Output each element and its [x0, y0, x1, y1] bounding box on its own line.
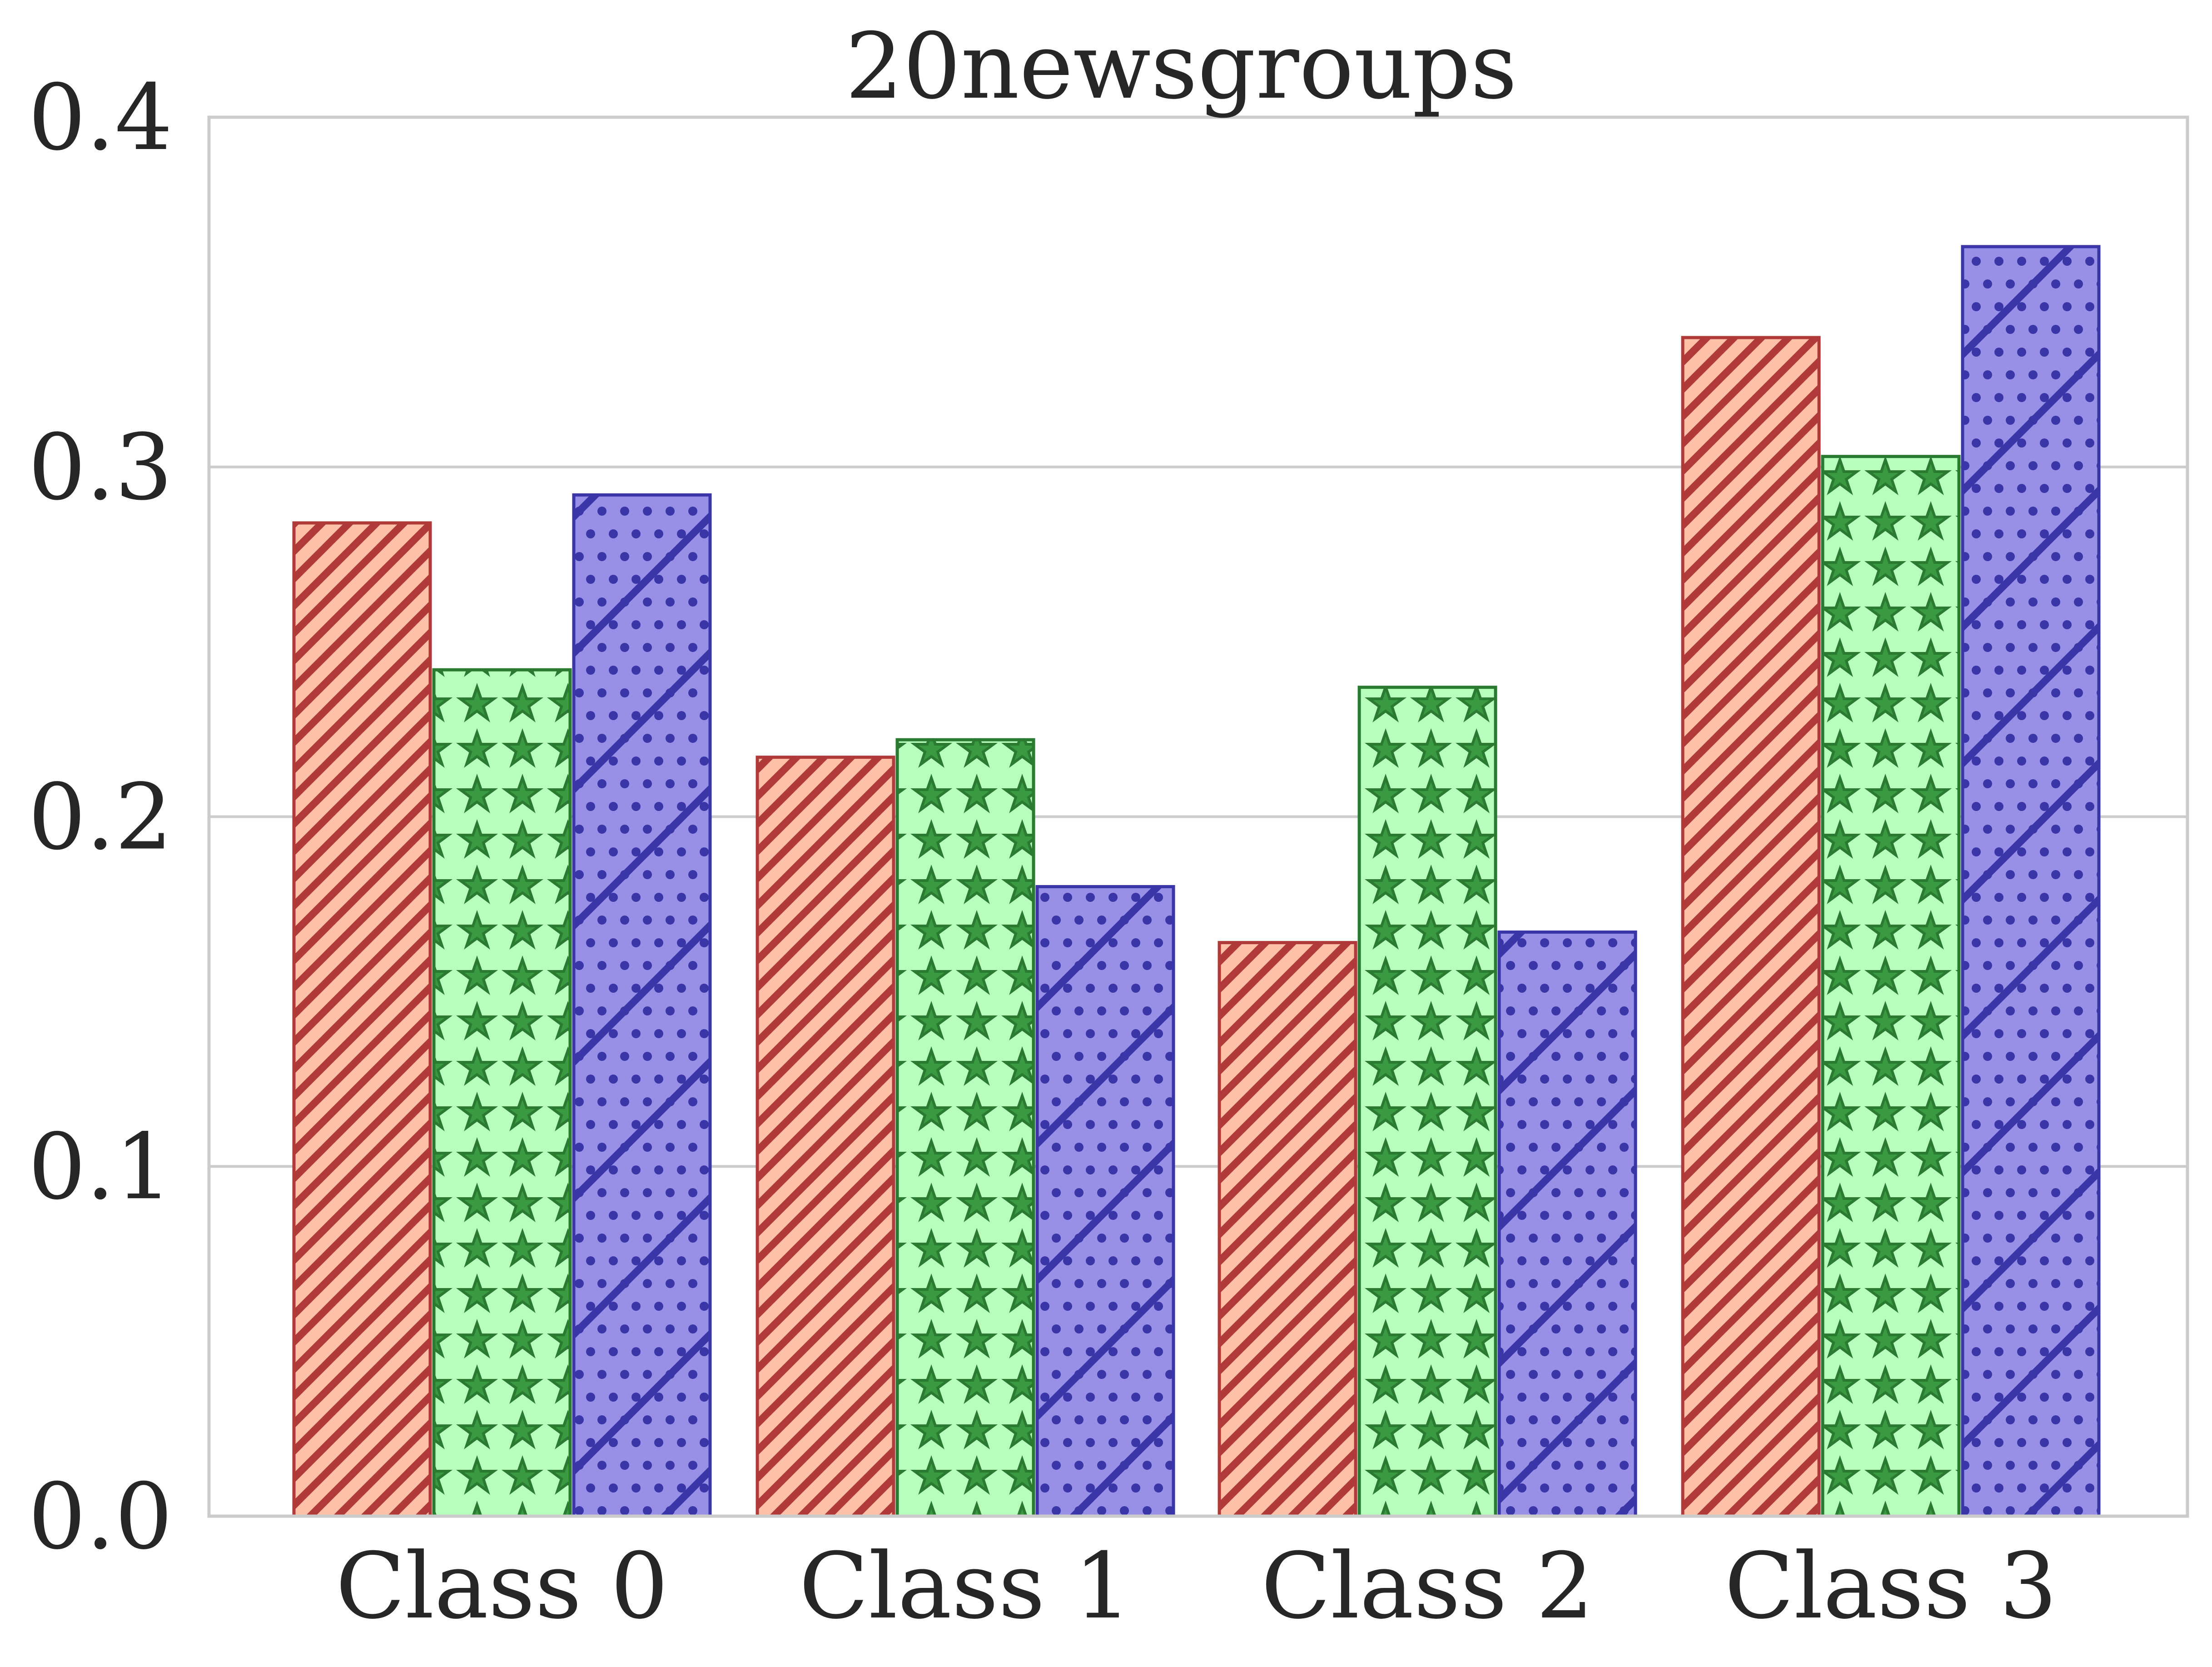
y-tick-label: 0.1	[28, 1114, 173, 1220]
chart-title: 20newsgroups	[845, 14, 1517, 119]
y-tick-label: 0.2	[28, 765, 173, 871]
x-tick-label: Class 2	[1261, 1533, 1594, 1639]
y-tick-label: 0.4	[28, 65, 173, 171]
x-tick-label: Class 3	[1725, 1533, 2057, 1639]
x-tick-label: Class 1	[799, 1533, 1132, 1639]
bar-class-0-series-0	[292, 521, 432, 1518]
bar-class-1-series-1	[895, 738, 1035, 1518]
y-tick-label: 0.0	[28, 1464, 173, 1570]
plot-frame	[207, 115, 2189, 1518]
bar-class-2-series-2	[1497, 931, 1637, 1518]
axes: 0.0 0.1 0.2 0.3 0.4 Class 0 Class 1 Class 2 Clas…	[28, 65, 2189, 1639]
bar-class-1-series-2	[1035, 885, 1175, 1518]
x-tick-label: Class 0	[336, 1533, 668, 1639]
bar-class-3-series-0	[1681, 336, 1821, 1518]
y-tick-label: 0.3	[28, 415, 173, 521]
bar-class-3-series-1	[1821, 455, 1961, 1518]
bars	[292, 245, 2101, 1518]
bar-class-2-series-0	[1218, 941, 1357, 1518]
bar-class-3-series-2	[1961, 245, 2101, 1518]
bar-class-1-series-0	[756, 756, 895, 1518]
bar-class-2-series-1	[1357, 686, 1497, 1518]
bar-class-0-series-2	[572, 493, 712, 1518]
bar-class-0-series-1	[432, 668, 572, 1518]
